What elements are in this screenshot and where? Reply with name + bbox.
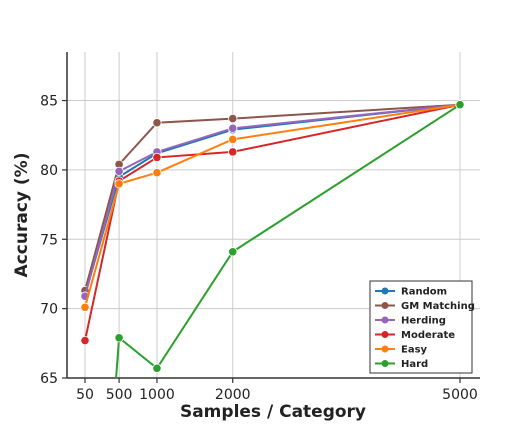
data-point-moderate xyxy=(80,335,90,346)
series-line-easy xyxy=(84,103,461,308)
series-easy xyxy=(80,100,465,312)
x-ticks: 50 500 1000 2000 5000 xyxy=(76,378,478,403)
data-point-easy xyxy=(228,134,238,144)
x-tick-label: 50 xyxy=(76,387,94,403)
y-tick-label: 70 xyxy=(40,302,58,318)
y-tick-label: 75 xyxy=(40,232,58,248)
legend-marker-random xyxy=(381,287,389,295)
legend-box xyxy=(369,280,473,374)
data-point-gm-matching xyxy=(152,118,162,128)
legend-marker-moderate xyxy=(381,331,389,338)
series-lines xyxy=(80,100,465,379)
axes xyxy=(66,52,480,379)
data-point-herding xyxy=(228,123,238,133)
legend-marker-hard xyxy=(381,360,389,367)
legend-label-gm-matching: GM Matching xyxy=(401,301,475,312)
legend-label-moderate: Moderate xyxy=(401,330,455,341)
legend-marker-gm-matching xyxy=(381,302,389,309)
legend-label-hard: Hard xyxy=(401,359,428,370)
series-herding xyxy=(80,100,465,301)
x-tick-label: 1000 xyxy=(139,387,175,403)
legend-marker-easy xyxy=(381,345,389,353)
legend-label-random: Random xyxy=(401,287,447,298)
data-point-hard xyxy=(228,247,238,257)
y-tick-label: 65 xyxy=(40,371,58,387)
data-point-hard xyxy=(152,363,162,373)
x-axis-title: Samples / Category xyxy=(180,402,366,422)
series-random xyxy=(80,100,465,300)
data-point-moderate xyxy=(228,147,238,157)
series-gm-matching xyxy=(80,100,465,296)
y-axis-title: Accuracy (%) xyxy=(12,153,32,278)
x-tick-label: 2000 xyxy=(215,387,251,403)
data-point-hard xyxy=(114,333,124,343)
y-tick-label: 85 xyxy=(40,94,58,110)
legend-marker-herding xyxy=(381,316,389,324)
data-point-herding xyxy=(114,166,124,176)
legend: Random GM Matching Herding Moderate Easy Hard xyxy=(369,280,475,374)
y-ticks: 65 70 75 80 85 xyxy=(40,94,67,387)
data-point-hard xyxy=(455,100,465,110)
data-point-easy xyxy=(152,168,162,178)
data-point-easy xyxy=(80,302,90,312)
y-tick-label: 80 xyxy=(40,163,58,179)
data-point-easy xyxy=(114,179,124,189)
x-tick-label: 500 xyxy=(106,387,133,403)
data-point-gm-matching xyxy=(228,113,238,124)
legend-label-herding: Herding xyxy=(401,316,446,327)
data-point-moderate xyxy=(152,152,162,163)
legend-label-easy: Easy xyxy=(401,345,428,356)
series-hard xyxy=(114,100,465,379)
x-tick-label: 5000 xyxy=(442,387,478,403)
